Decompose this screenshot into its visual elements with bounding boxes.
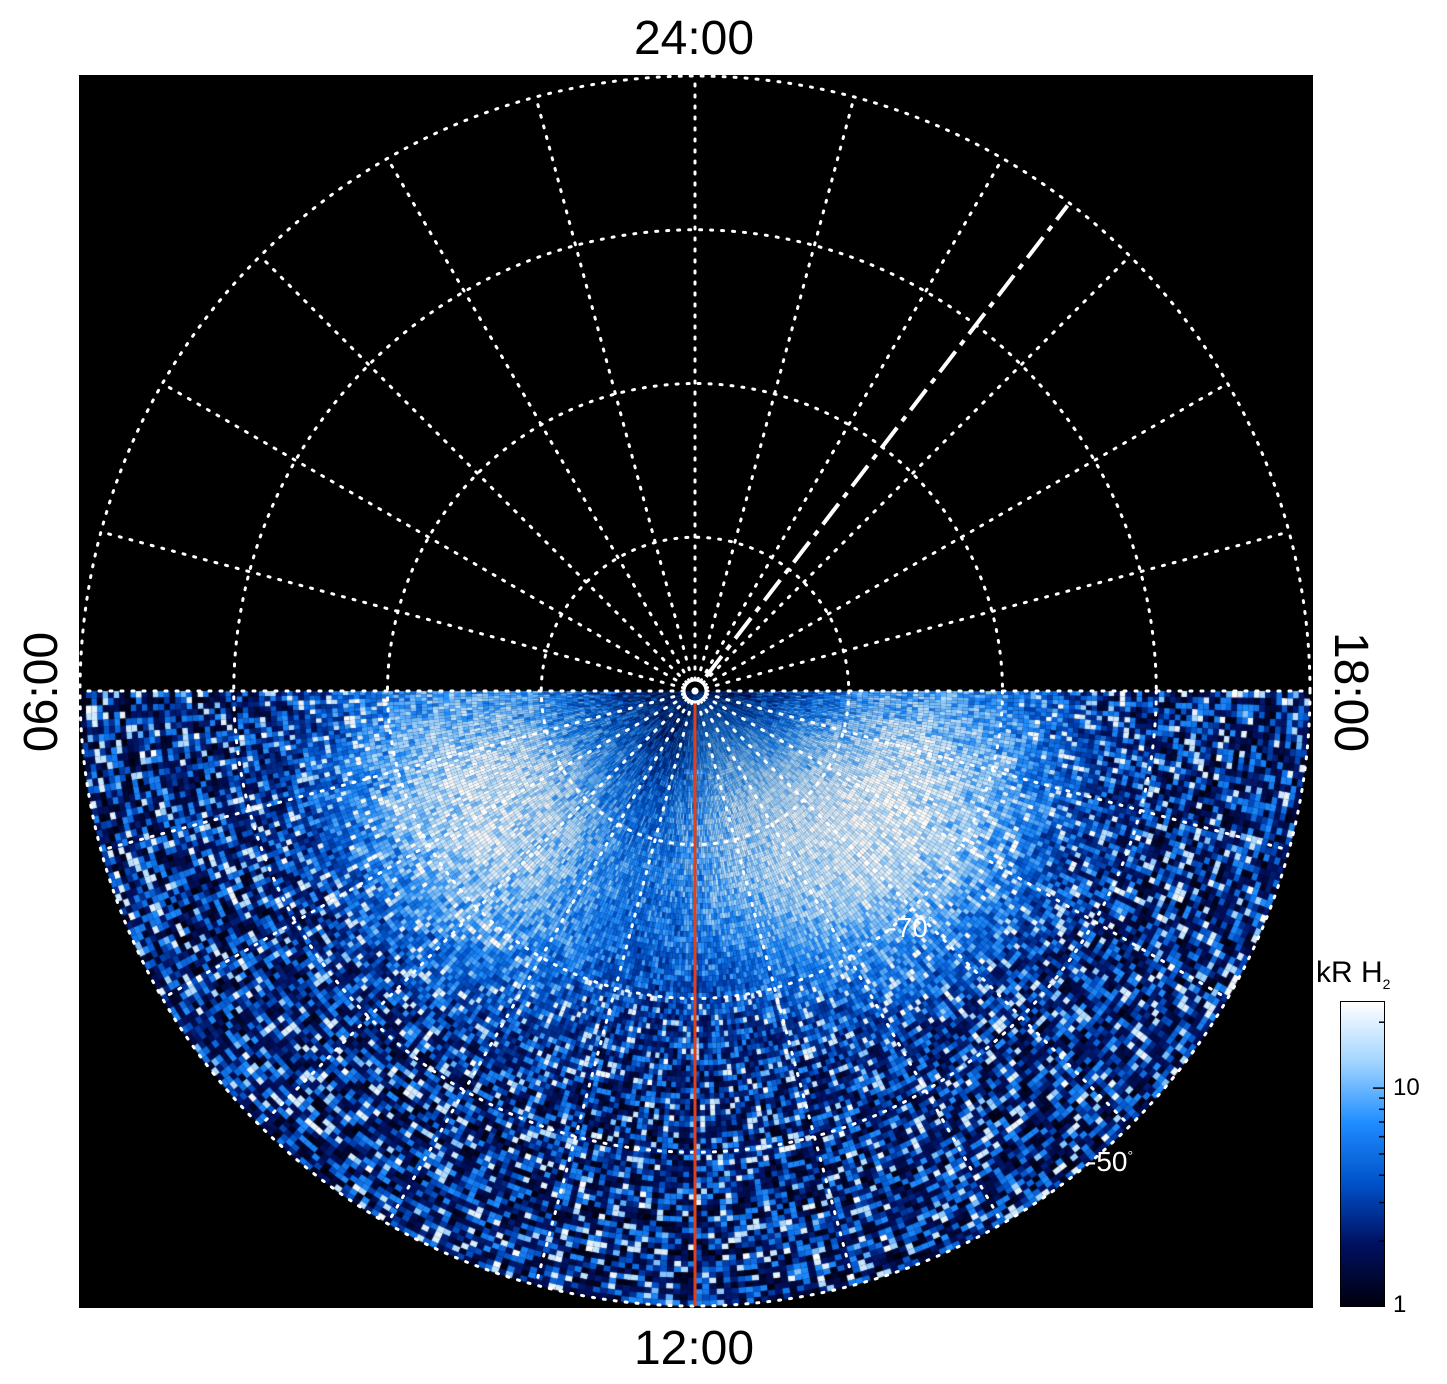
local-time-grid-line — [386, 689, 697, 1226]
colorbar-title: kR H2 — [1316, 956, 1391, 992]
local-time-grid-line — [693, 382, 1230, 693]
local-time-grid-line — [693, 254, 1132, 693]
local-time-grid-line — [693, 530, 1291, 693]
pole-marker — [682, 678, 708, 704]
local-time-grid-line — [693, 689, 1291, 852]
local-time-label-midnight: 24:00 — [633, 12, 755, 65]
local-time-grid-line — [693, 689, 856, 1287]
local-time-grid-line — [386, 156, 697, 693]
polar-grid-overlay — [79, 75, 1312, 1308]
dashed-reference-line — [704, 204, 1070, 678]
local-time-grid-line — [693, 689, 1132, 1128]
latitude-label-50: -50° — [1087, 1145, 1134, 1177]
local-time-grid-line — [534, 689, 697, 1287]
latitude-grid-circle — [79, 75, 1312, 1308]
local-time-grid-line — [160, 382, 697, 693]
local-time-grid-line — [693, 689, 1230, 1000]
colorbar-tick-label-10: 10 — [1393, 1074, 1420, 1102]
local-time-grid-line — [258, 689, 697, 1128]
local-time-grid-line — [693, 689, 1004, 1226]
local-time-label-noon: 12:00 — [633, 1322, 755, 1375]
local-time-grid-line — [693, 95, 856, 693]
local-time-grid-line — [99, 530, 697, 693]
colorbar-tick-label-1: 1 — [1393, 1291, 1407, 1318]
local-time-grid-line — [534, 95, 697, 693]
local-time-label-dusk: 18:00 — [1324, 631, 1377, 753]
local-time-grid-line — [99, 689, 697, 852]
colorbar-ticks — [1373, 1021, 1385, 1242]
latitude-label-70: -70° — [887, 911, 934, 943]
colorbar — [1340, 1001, 1385, 1307]
local-time-label-dawn: 06:00 — [15, 631, 68, 753]
local-time-grid-line — [693, 156, 1004, 693]
local-time-grid-line — [160, 689, 697, 1000]
local-time-grid-line — [258, 254, 697, 693]
